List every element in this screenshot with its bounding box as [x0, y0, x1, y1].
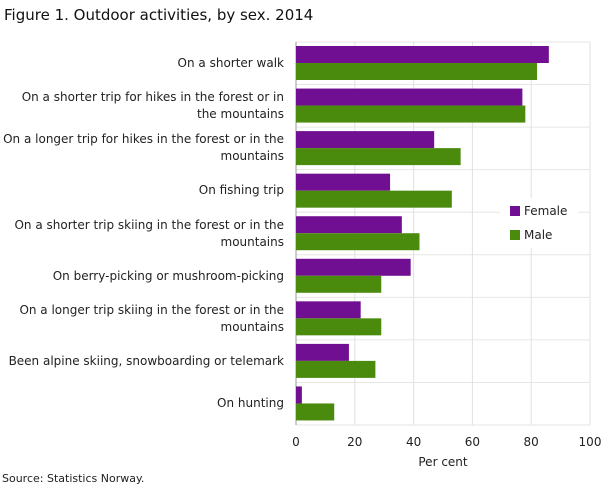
- x-axis-label: Per cent: [418, 455, 468, 469]
- y-tick-label: On a shorter walk: [177, 55, 284, 70]
- bar: [296, 105, 526, 123]
- y-tick-label: On a longer trip for hikes in the forest…: [3, 132, 284, 164]
- bar: [296, 318, 382, 336]
- x-tick-label: 60: [465, 435, 480, 449]
- bar: [296, 46, 549, 63]
- y-tick-label: On a shorter trip for hikes in the fores…: [21, 89, 284, 121]
- bar: [296, 343, 349, 361]
- y-tick-label: On berry-picking or mushroom-picking: [52, 268, 284, 283]
- source-note: Source: Statistics Norway.: [2, 472, 145, 485]
- bar: [296, 190, 452, 208]
- y-tick-label: On hunting: [217, 396, 284, 411]
- x-tick-label: 0: [292, 435, 300, 449]
- legend-swatch: [510, 206, 520, 216]
- bar: [296, 148, 461, 166]
- chart-title: Figure 1. Outdoor activities, by sex. 20…: [4, 6, 314, 24]
- bar: [296, 216, 402, 234]
- bar: [296, 403, 335, 421]
- y-tick-label: On a shorter trip skiing in the forest o…: [14, 217, 284, 249]
- x-tick-label: 100: [579, 435, 602, 449]
- bar: [296, 63, 538, 80]
- bar: [296, 258, 411, 276]
- y-tick-label: On a longer trip skiing in the forest or…: [19, 302, 284, 334]
- bar: [296, 173, 391, 191]
- bar: [296, 88, 523, 106]
- bar: [296, 360, 376, 378]
- legend-label: Male: [524, 228, 552, 242]
- x-tick-label: 80: [524, 435, 539, 449]
- bar: [296, 386, 302, 404]
- x-tick-label: 40: [406, 435, 421, 449]
- bar: [296, 301, 361, 319]
- legend-swatch: [510, 230, 520, 240]
- bar: [296, 131, 435, 149]
- bar: [296, 275, 382, 293]
- bar: [296, 233, 420, 251]
- x-tick-label: 20: [347, 435, 362, 449]
- legend-label: Female: [524, 204, 567, 218]
- y-tick-label: Been alpine skiing, snowboarding or tele…: [8, 353, 284, 368]
- y-tick-label: On fishing trip: [198, 183, 284, 198]
